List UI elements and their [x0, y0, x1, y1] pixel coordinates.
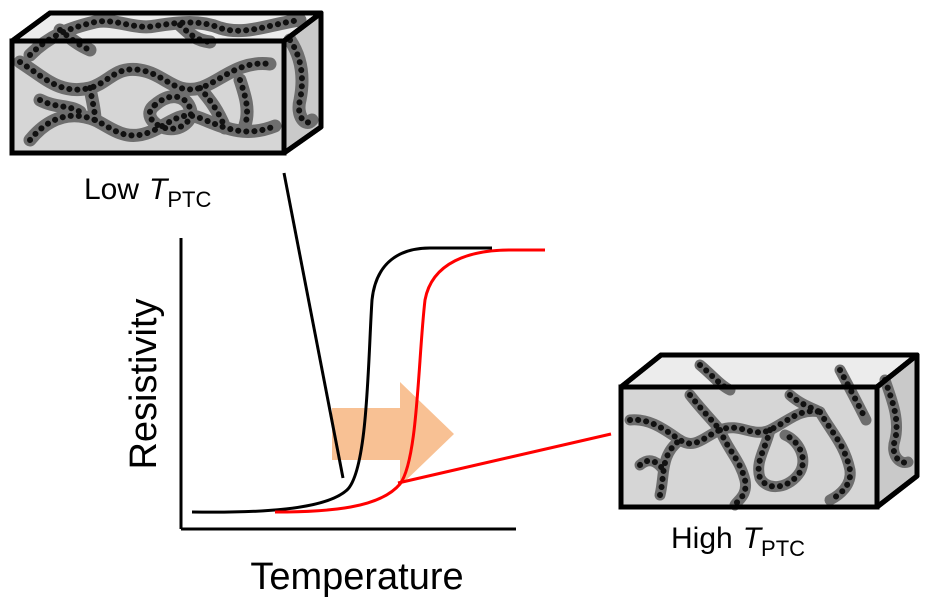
x-axis-label: Temperature [250, 556, 463, 597]
low-tptc-label: Low TPTC [84, 173, 211, 212]
high-connector-line [397, 432, 612, 485]
low-connector-line [282, 172, 345, 479]
high-tptc-composite-block [618, 352, 920, 511]
high-t-subscript: PTC [761, 536, 805, 561]
low-prefix: Low [84, 173, 139, 206]
low-t-subscript: PTC [167, 187, 211, 212]
high-tptc-label: High TPTC [671, 522, 805, 561]
low-filler-particles [17, 17, 315, 143]
low-tptc-composite-block [9, 10, 324, 156]
right-arrow-icon [332, 382, 454, 486]
y-axis-label: Resistivity [123, 298, 165, 469]
high-tptc-curve [274, 248, 545, 514]
low-tptc-curve [191, 246, 492, 514]
high-t-symbol: T [743, 522, 764, 555]
high-prefix: High [671, 522, 733, 555]
low-t-symbol: T [149, 173, 170, 206]
high-filler-particles [627, 362, 911, 508]
plot-axes [179, 238, 516, 531]
